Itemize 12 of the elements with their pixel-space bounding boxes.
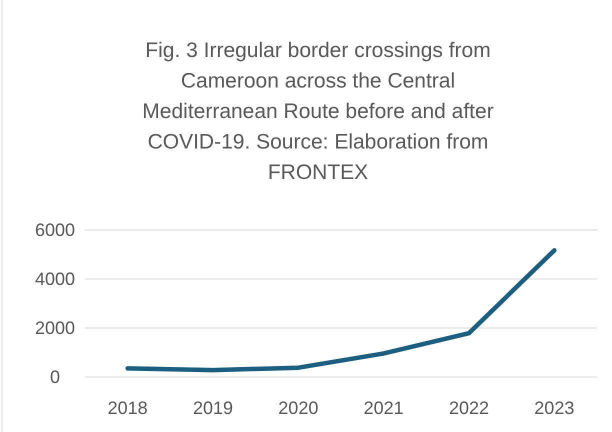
x-tick-label: 2020 <box>278 398 318 418</box>
x-tick-label: 2021 <box>364 398 404 418</box>
y-tick-label: 6000 <box>34 220 76 240</box>
y-tick-label: 2000 <box>34 318 76 338</box>
line-series <box>125 248 557 372</box>
y-tick-label: 0 <box>50 367 60 387</box>
x-tick-label: 2022 <box>448 398 490 418</box>
y-tick-label: 4000 <box>34 269 76 289</box>
x-tick-label: 2019 <box>192 398 234 418</box>
chart-title: Fig. 3 Irregular border crossings from Cameroon across the Central Mediterranean Route before and after COVID-19. Source: Elaboration from FRONTEX <box>142 39 494 184</box>
x-tick-label: 2023 <box>534 398 574 418</box>
x-tick-label: 2018 <box>108 398 148 418</box>
